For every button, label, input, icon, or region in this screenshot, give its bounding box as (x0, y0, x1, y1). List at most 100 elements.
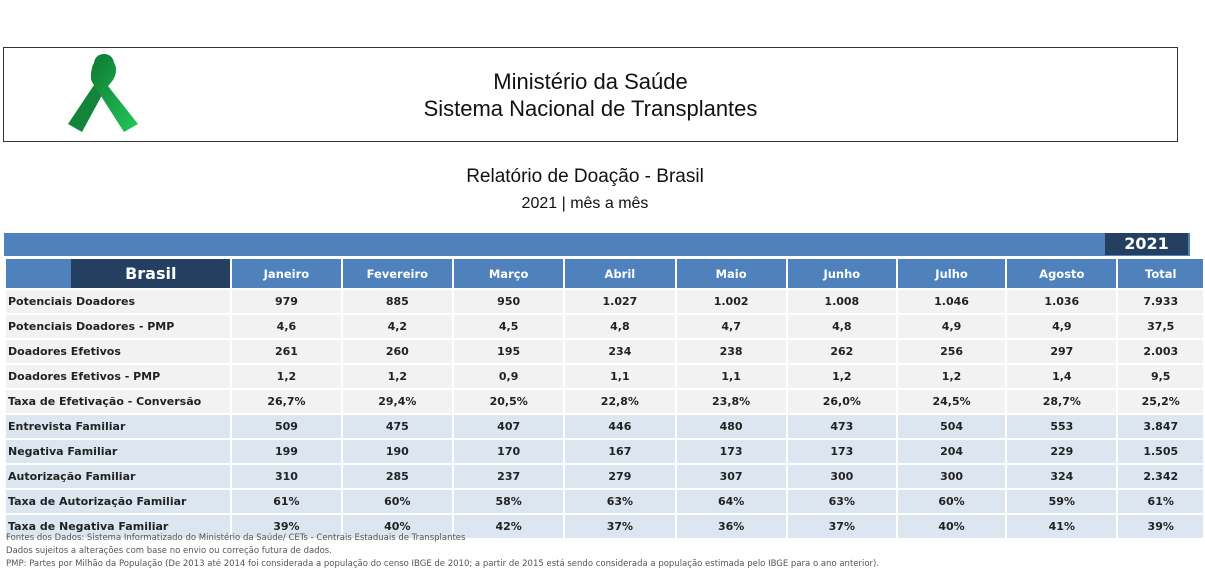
value-cell: 1,2 (340, 363, 455, 390)
value-cell: 407 (452, 413, 566, 440)
value-cell: 29,4% (340, 388, 455, 415)
footnote: PMP: Partes por Milhão da População (De … (6, 559, 880, 569)
value-cell: 229 (1005, 438, 1119, 465)
value-cell: 23,8% (674, 388, 788, 415)
value-cell: 256 (895, 338, 1008, 365)
row-label: Entrevista Familiar (3, 413, 233, 440)
row-label: Potenciais Doadores (3, 288, 233, 315)
value-cell: 1.046 (895, 288, 1008, 315)
row-label: Doadores Efetivos (3, 338, 233, 365)
value-cell: 190 (340, 438, 455, 465)
value-cell: 1,1 (674, 363, 788, 390)
value-cell: 26,7% (230, 388, 343, 415)
value-cell: 195 (452, 338, 566, 365)
value-cell: 20,5% (452, 388, 566, 415)
value-cell: 310 (230, 463, 343, 490)
value-cell: 504 (895, 413, 1008, 440)
value-cell: 4,9 (1005, 313, 1119, 340)
value-cell: 60% (895, 488, 1008, 515)
row-label: Doadores Efetivos - PMP (3, 363, 233, 390)
value-cell: 324 (1005, 463, 1119, 490)
value-cell: 4,9 (895, 313, 1008, 340)
column-header: Agosto (1005, 257, 1119, 290)
value-cell: 4,5 (452, 313, 566, 340)
value-cell: 475 (340, 413, 455, 440)
value-cell: 300 (785, 463, 898, 490)
value-cell: 446 (563, 413, 677, 440)
header-system: Sistema Nacional de Transplantes (423, 96, 758, 121)
value-cell: 553 (1005, 413, 1119, 440)
green-ribbon-icon (68, 54, 138, 132)
value-cell: 58% (452, 488, 566, 515)
header-box: Ministério da Saúde Sistema Nacional de … (3, 47, 1178, 142)
value-cell: 4,7 (674, 313, 788, 340)
total-cell: 61% (1116, 488, 1205, 515)
value-cell: 37% (563, 513, 677, 540)
value-cell: 28,7% (1005, 388, 1119, 415)
value-cell: 1.002 (674, 288, 788, 315)
value-cell: 167 (563, 438, 677, 465)
value-cell: 1,2 (895, 363, 1008, 390)
value-cell: 238 (674, 338, 788, 365)
column-header: Julho (895, 257, 1008, 290)
table-row: Doadores Efetivos 261 260 195 234 238 262 256 29… (3, 338, 1205, 365)
total-cell: 7.933 (1116, 288, 1205, 315)
value-cell: 63% (563, 488, 677, 515)
row-label: Autorização Familiar (3, 463, 233, 490)
value-cell: 1,2 (230, 363, 343, 390)
value-cell: 300 (895, 463, 1008, 490)
row-label: Taxa de Autorização Familiar (3, 488, 233, 515)
year-label: 2021 (1105, 233, 1188, 255)
value-cell: 237 (452, 463, 566, 490)
table-row: Doadores Efetivos - PMP 1,2 1,2 0,9 1,1 1,1 1,… (3, 363, 1205, 390)
region-label: Brasil (71, 259, 231, 288)
value-cell: 41% (1005, 513, 1119, 540)
value-cell: 42% (452, 513, 566, 540)
row-label: Taxa de Negativa Familiar (3, 513, 233, 540)
report-subtitle: 2021 | mês a mês (521, 195, 649, 212)
value-cell: 1.008 (785, 288, 898, 315)
column-header: Fevereiro (340, 257, 455, 290)
row-label: Negativa Familiar (3, 438, 233, 465)
column-header: Maio (674, 257, 788, 290)
column-header: Janeiro (230, 257, 343, 290)
column-header: Abril (563, 257, 677, 290)
table-row: Taxa de Efetivação - Conversão 26,7% 29,4%… (3, 388, 1205, 415)
footnote: Dados sujeitos a alterações com base no … (6, 546, 332, 556)
value-cell: 64% (674, 488, 788, 515)
header-ministry: Ministério da Saúde (493, 69, 688, 94)
value-cell: 173 (674, 438, 788, 465)
table-row: Taxa de Negativa Familiar 39% 40% 42% 37% 36%… (3, 513, 1205, 540)
total-cell: 2.342 (1116, 463, 1205, 490)
total-cell: 2.003 (1116, 338, 1205, 365)
total-cell: 3.847 (1116, 413, 1205, 440)
value-cell: 63% (785, 488, 898, 515)
report-title: Relatório de Doação - Brasil (466, 166, 704, 187)
value-cell: 60% (340, 488, 455, 515)
value-cell: 307 (674, 463, 788, 490)
donation-table: Brasil Janeiro Fevereiro Março Abril Maio Jun… (3, 257, 1205, 540)
value-cell: 4,6 (230, 313, 343, 340)
value-cell: 480 (674, 413, 788, 440)
value-cell: 173 (785, 438, 898, 465)
value-cell: 950 (452, 288, 566, 315)
value-cell: 509 (230, 413, 343, 440)
value-cell: 22,8% (563, 388, 677, 415)
value-cell: 1,2 (785, 363, 898, 390)
total-cell: 39% (1116, 513, 1205, 540)
value-cell: 473 (785, 413, 898, 440)
value-cell: 170 (452, 438, 566, 465)
value-cell: 204 (895, 438, 1008, 465)
column-header: Junho (785, 257, 898, 290)
value-cell: 262 (785, 338, 898, 365)
table-row: Taxa de Autorização Familiar 61% 60% 58% 63%… (3, 488, 1205, 515)
total-cell: 37,5 (1116, 313, 1205, 340)
value-cell: 199 (230, 438, 343, 465)
value-cell: 36% (674, 513, 788, 540)
value-cell: 4,8 (563, 313, 677, 340)
value-cell: 59% (1005, 488, 1119, 515)
total-cell: 25,2% (1116, 388, 1205, 415)
table-row: Autorização Familiar 310 285 237 279 307 300 30… (3, 463, 1205, 490)
value-cell: 979 (230, 288, 343, 315)
table-top-bar (4, 233, 1190, 256)
